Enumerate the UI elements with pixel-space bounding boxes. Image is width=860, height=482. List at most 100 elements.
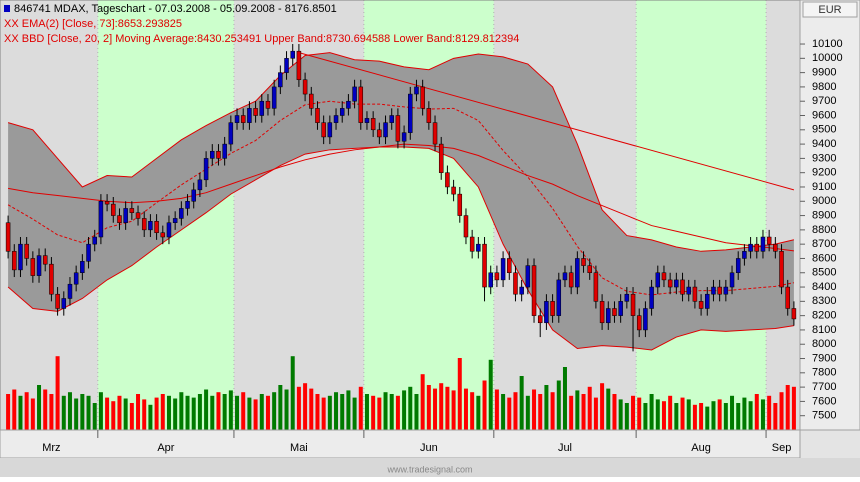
volume-bar bbox=[37, 385, 42, 430]
volume-bar bbox=[197, 394, 202, 430]
candle-body bbox=[593, 272, 599, 302]
candle-body bbox=[271, 86, 277, 109]
candle-body bbox=[463, 215, 469, 238]
volume-bar bbox=[105, 397, 110, 430]
volume-bar bbox=[173, 398, 178, 430]
candle-body bbox=[284, 58, 289, 73]
volume-bar bbox=[235, 395, 240, 430]
volume-bar bbox=[544, 385, 549, 430]
volume-bar bbox=[383, 392, 388, 430]
volume-bar bbox=[49, 394, 54, 430]
volume-bar bbox=[699, 403, 704, 430]
volume-bar bbox=[247, 397, 252, 430]
candle-body bbox=[426, 108, 432, 123]
candle-body bbox=[760, 236, 766, 252]
candle-body bbox=[253, 108, 258, 116]
candle-body bbox=[259, 100, 265, 116]
y-tick-label: 9200 bbox=[812, 167, 836, 179]
candle-body bbox=[420, 86, 425, 109]
candle-body bbox=[247, 108, 252, 123]
volume-bar bbox=[253, 399, 258, 430]
candle-body bbox=[649, 286, 654, 309]
volume-bar bbox=[309, 388, 314, 430]
volume-bar bbox=[18, 395, 23, 430]
volume-bar bbox=[154, 397, 159, 430]
y-tick-label: 7700 bbox=[812, 381, 836, 393]
volume-bar bbox=[377, 397, 382, 430]
candle-body bbox=[537, 315, 543, 324]
candle-body bbox=[785, 286, 790, 309]
volume-bar bbox=[513, 392, 518, 430]
candle-body bbox=[377, 129, 382, 138]
candle-body bbox=[711, 286, 716, 295]
candle-body bbox=[630, 293, 636, 316]
candle-body bbox=[358, 86, 364, 123]
volume-bar bbox=[117, 395, 122, 430]
candle-body bbox=[674, 279, 679, 288]
volume-bar bbox=[24, 392, 29, 430]
candle-body bbox=[525, 265, 531, 288]
volume-bar bbox=[216, 392, 221, 430]
volume-bar bbox=[74, 398, 79, 430]
volume-bar bbox=[532, 389, 537, 430]
volume-bar bbox=[278, 385, 283, 430]
y-tick-label: 9300 bbox=[812, 152, 836, 164]
footer-bar bbox=[0, 458, 860, 477]
candle-body bbox=[723, 286, 729, 295]
volume-bar bbox=[80, 394, 85, 430]
volume-bar bbox=[210, 395, 215, 430]
volume-bar bbox=[779, 392, 784, 430]
volume-bar bbox=[593, 397, 598, 430]
candle-body bbox=[98, 201, 104, 238]
volume-bar bbox=[482, 380, 487, 430]
candle-body bbox=[222, 143, 227, 159]
candle-body bbox=[766, 236, 772, 245]
volume-bar bbox=[600, 383, 605, 430]
currency: EUR bbox=[818, 4, 841, 16]
candle-body bbox=[389, 115, 394, 123]
volume-bar bbox=[43, 389, 48, 430]
candle-body bbox=[309, 93, 314, 109]
volume-bar bbox=[414, 394, 419, 430]
axis-panel bbox=[799, 0, 860, 431]
candle-body bbox=[692, 286, 698, 302]
candle-body bbox=[160, 232, 166, 238]
volume-bar bbox=[296, 386, 301, 430]
volume-bar bbox=[303, 383, 308, 430]
candle-body bbox=[686, 286, 691, 295]
candle-body bbox=[55, 293, 60, 309]
volume-bar bbox=[785, 385, 790, 430]
candle-body bbox=[42, 255, 48, 265]
candle-body bbox=[327, 122, 333, 138]
x-tick-label: Jun bbox=[420, 442, 438, 454]
candle-body bbox=[513, 272, 518, 295]
volume-bar bbox=[334, 392, 339, 430]
legend-icon bbox=[4, 5, 10, 12]
candle-body bbox=[661, 272, 667, 281]
candle-body bbox=[18, 243, 23, 271]
candle-body bbox=[581, 258, 586, 266]
month-shade bbox=[636, 0, 767, 430]
volume-bar bbox=[587, 386, 592, 430]
volume-bar bbox=[519, 376, 524, 430]
candle-body bbox=[197, 179, 203, 191]
volume-bar bbox=[191, 397, 196, 430]
volume-bar bbox=[649, 394, 654, 430]
volume-bar bbox=[55, 356, 60, 430]
volume-bar bbox=[476, 395, 481, 430]
candle-body bbox=[408, 93, 413, 133]
candle-body bbox=[117, 215, 122, 223]
y-tick-label: 7900 bbox=[812, 352, 836, 364]
candle-body bbox=[5, 222, 11, 252]
volume-bar bbox=[30, 398, 35, 430]
marks bbox=[5, 44, 797, 430]
candle-body bbox=[49, 263, 54, 295]
y-tick-label: 10000 bbox=[812, 52, 843, 64]
volume-bar bbox=[742, 397, 747, 430]
candle-body bbox=[488, 272, 493, 288]
candle-body bbox=[30, 258, 36, 276]
candle-body bbox=[457, 193, 463, 216]
volume-bar bbox=[451, 390, 456, 430]
volume-bar bbox=[655, 399, 660, 430]
candle-body bbox=[129, 208, 135, 213]
